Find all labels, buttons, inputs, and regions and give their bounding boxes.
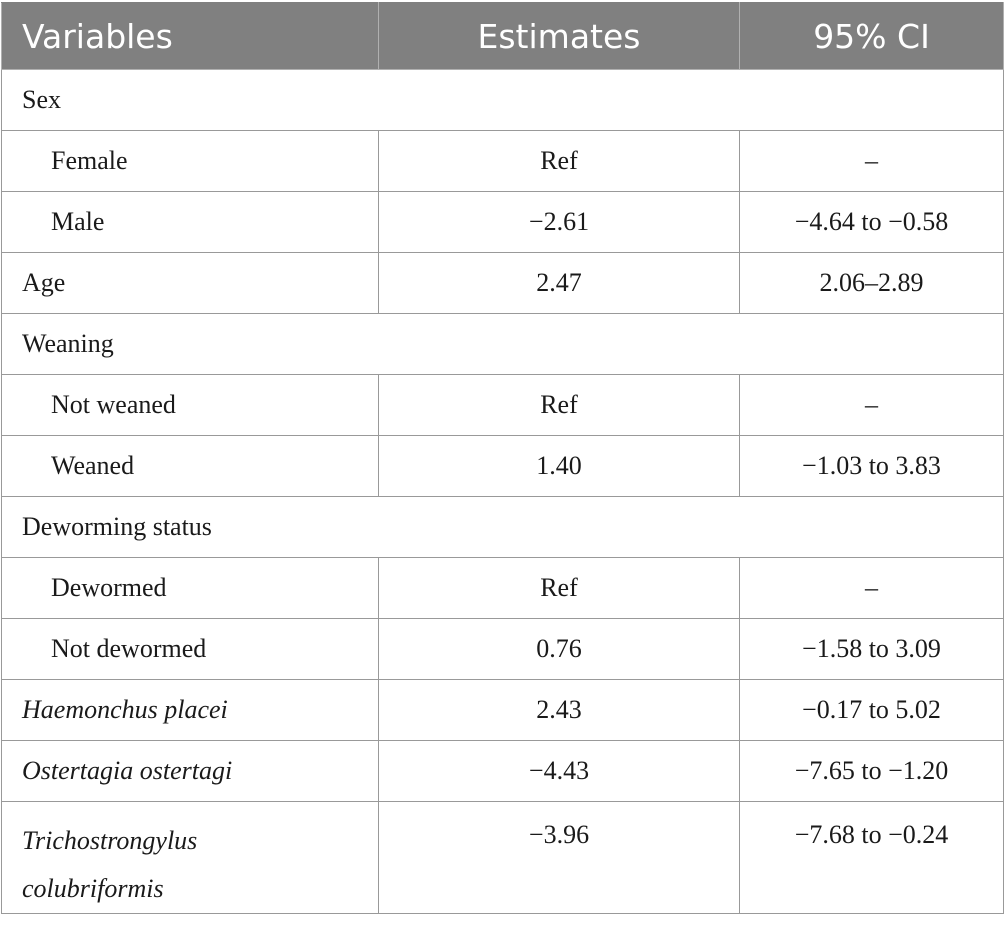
header-variables: Variables	[1, 2, 379, 70]
estimate-cell: −3.96	[378, 801, 740, 914]
estimate-cell: 1.40	[378, 435, 740, 497]
ci-cell: −1.58 to 3.09	[739, 618, 1004, 680]
estimate-cell: Ref	[378, 130, 740, 192]
ci-cell: 2.06–2.89	[739, 252, 1004, 314]
variable-cell: Haemonchus placei	[1, 679, 379, 741]
variable-cell: Trichostrongylus colubriformis	[1, 801, 379, 914]
ci-cell: –	[739, 374, 1004, 436]
table-row: Ostertagia ostertagi −4.43 −7.65 to −1.2…	[1, 740, 1004, 802]
variable-line-1: Trichostrongylus	[22, 826, 198, 855]
variable-cell: Not weaned	[1, 374, 379, 436]
header-estimates: Estimates	[378, 2, 740, 70]
header-row: Variables Estimates 95% CI	[1, 2, 1004, 70]
results-table: Variables Estimates 95% CI Sex Female Re…	[1, 2, 1004, 914]
group-row-deworming: Deworming status	[1, 496, 1004, 558]
group-label: Weaning	[1, 313, 1004, 375]
ci-cell: –	[739, 557, 1004, 619]
ci-cell: −1.03 to 3.83	[739, 435, 1004, 497]
ci-cell: –	[739, 130, 1004, 192]
group-label: Deworming status	[1, 496, 1004, 558]
group-label: Sex	[1, 69, 1004, 131]
ci-value: −7.68 to −0.24	[794, 820, 949, 849]
variable-cell: Age	[1, 252, 379, 314]
table-row: Age 2.47 2.06–2.89	[1, 252, 1004, 314]
variable-cell: Male	[1, 191, 379, 253]
variable-cell: Ostertagia ostertagi	[1, 740, 379, 802]
estimate-cell: −4.43	[378, 740, 740, 802]
ci-cell: −7.65 to −1.20	[739, 740, 1004, 802]
estimate-cell: 2.43	[378, 679, 740, 741]
header-ci: 95% CI	[739, 2, 1004, 70]
table-row: Haemonchus placei 2.43 −0.17 to 5.02	[1, 679, 1004, 741]
variable-cell: Dewormed	[1, 557, 379, 619]
ci-cell: −7.68 to −0.24	[739, 801, 1004, 914]
table-row: Female Ref –	[1, 130, 1004, 192]
estimate-cell: 2.47	[378, 252, 740, 314]
table-row: Not dewormed 0.76 −1.58 to 3.09	[1, 618, 1004, 680]
variable-line-2: colubriformis	[22, 874, 164, 903]
table-row: Weaned 1.40 −1.03 to 3.83	[1, 435, 1004, 497]
estimate-cell: −2.61	[378, 191, 740, 253]
variable-cell: Weaned	[1, 435, 379, 497]
ci-cell: −4.64 to −0.58	[739, 191, 1004, 253]
table-row: Trichostrongylus colubriformis −3.96 −7.…	[1, 801, 1004, 914]
estimate-cell: Ref	[378, 557, 740, 619]
group-row-weaning: Weaning	[1, 313, 1004, 375]
estimate-cell: Ref	[378, 374, 740, 436]
ci-cell: −0.17 to 5.02	[739, 679, 1004, 741]
variable-cell: Female	[1, 130, 379, 192]
estimate-cell: 0.76	[378, 618, 740, 680]
table-row: Male −2.61 −4.64 to −0.58	[1, 191, 1004, 253]
variable-cell: Not dewormed	[1, 618, 379, 680]
table-row: Dewormed Ref –	[1, 557, 1004, 619]
table-row: Not weaned Ref –	[1, 374, 1004, 436]
group-row-sex: Sex	[1, 69, 1004, 131]
estimate-value: −3.96	[528, 820, 590, 849]
